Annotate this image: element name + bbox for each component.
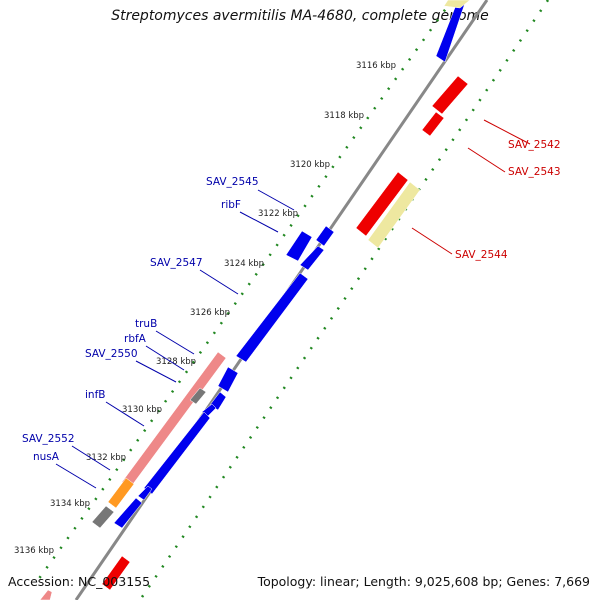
- gene-gray-1: [189, 387, 207, 405]
- tick-label: 3116 kbp: [356, 61, 396, 71]
- gene-ribF: [285, 230, 313, 262]
- forward-leader-line: [155, 330, 195, 355]
- forward-gene-label: SAV_2545: [206, 176, 259, 188]
- tick-label: 3120 kbp: [290, 160, 330, 170]
- reverse-leader-line: [411, 227, 453, 255]
- gene-small-2: [137, 485, 153, 501]
- reverse-gene-label: SAV_2544: [455, 249, 508, 261]
- forward-gene-label: ribF: [221, 199, 241, 211]
- leader-lines: [55, 119, 531, 489]
- tick-label: 3130 kbp: [122, 405, 162, 415]
- forward-gene-label: rbfA: [124, 333, 147, 345]
- forward-leader-line: [199, 269, 239, 295]
- gene-sav2543: [421, 111, 445, 137]
- tick-label: 3136 kbp: [14, 546, 54, 556]
- forward-genes-colored: [39, 351, 227, 600]
- tick-labels: 3116 kbp 3118 kbp 3120 kbp 3122 kbp 3124 kbp…: [14, 61, 396, 556]
- forward-gene-label: infB: [85, 389, 105, 401]
- gene-rbfA: [209, 391, 227, 411]
- tick-label: 3124 kbp: [224, 259, 264, 269]
- tick-label: 3134 kbp: [50, 499, 90, 509]
- reverse-gene-label: SAV_2542: [508, 139, 561, 151]
- forward-gene-label: nusA: [33, 451, 60, 463]
- gene-pink-rna: [121, 351, 227, 489]
- topology-text: Topology: linear; Length: 9,025,608 bp; …: [257, 574, 590, 589]
- reverse-genes: [355, 0, 471, 249]
- gene-truB: [217, 366, 239, 393]
- forward-leader-line: [55, 463, 97, 489]
- gene-sav2544-red: [355, 171, 409, 237]
- forward-leader-line: [71, 445, 111, 471]
- gene-orange: [107, 477, 135, 509]
- forward-gene-label: SAV_2547: [150, 257, 203, 269]
- gene-sav2547: [235, 272, 309, 363]
- forward-leader-line: [239, 211, 279, 233]
- gene-bottom-pink: [39, 589, 53, 600]
- forward-leader-line: [135, 360, 177, 383]
- forward-leader-line: [257, 189, 295, 211]
- gene-sav2544-yellow: [367, 181, 421, 249]
- forward-gene-label: SAV_2552: [22, 433, 75, 445]
- gene-nusA-blue: [113, 497, 143, 529]
- gene-gray-2: [91, 505, 115, 529]
- genome-title: Streptomyces avermitilis MA-4680, comple…: [111, 8, 489, 24]
- reverse-gene-label: SAV_2543: [508, 166, 561, 178]
- gene-labels: SAV_2545 ribF SAV_2547 truB rbfA SAV_2550 infB…: [22, 139, 561, 463]
- tick-label: 3122 kbp: [258, 209, 298, 219]
- gene-top-blue: [435, 0, 467, 63]
- accession-text: Accession: NC_003155: [8, 574, 151, 589]
- forward-gene-label: truB: [135, 318, 157, 330]
- forward-gene-label: SAV_2550: [85, 348, 138, 360]
- reverse-dot-track: [138, 0, 550, 600]
- tick-label: 3118 kbp: [324, 111, 364, 121]
- gene-top-yellow: [443, 0, 471, 9]
- gene-sav2542: [431, 75, 469, 115]
- forward-genes: [113, 0, 467, 529]
- tick-label: 3126 kbp: [190, 308, 230, 318]
- forward-dot-track: [36, 0, 454, 581]
- gene-small-1: [299, 245, 325, 271]
- gene-sav2545-small: [315, 225, 335, 247]
- forward-leader-line: [145, 345, 185, 371]
- forward-leader-line: [105, 401, 145, 427]
- tick-label: 3128 kbp: [156, 357, 196, 367]
- reverse-leader-line: [467, 147, 506, 173]
- gene-bottom-red: [101, 555, 131, 591]
- reverse-leader-line: [483, 119, 531, 145]
- tick-label: 3132 kbp: [86, 453, 126, 463]
- gene-infB: [143, 411, 211, 495]
